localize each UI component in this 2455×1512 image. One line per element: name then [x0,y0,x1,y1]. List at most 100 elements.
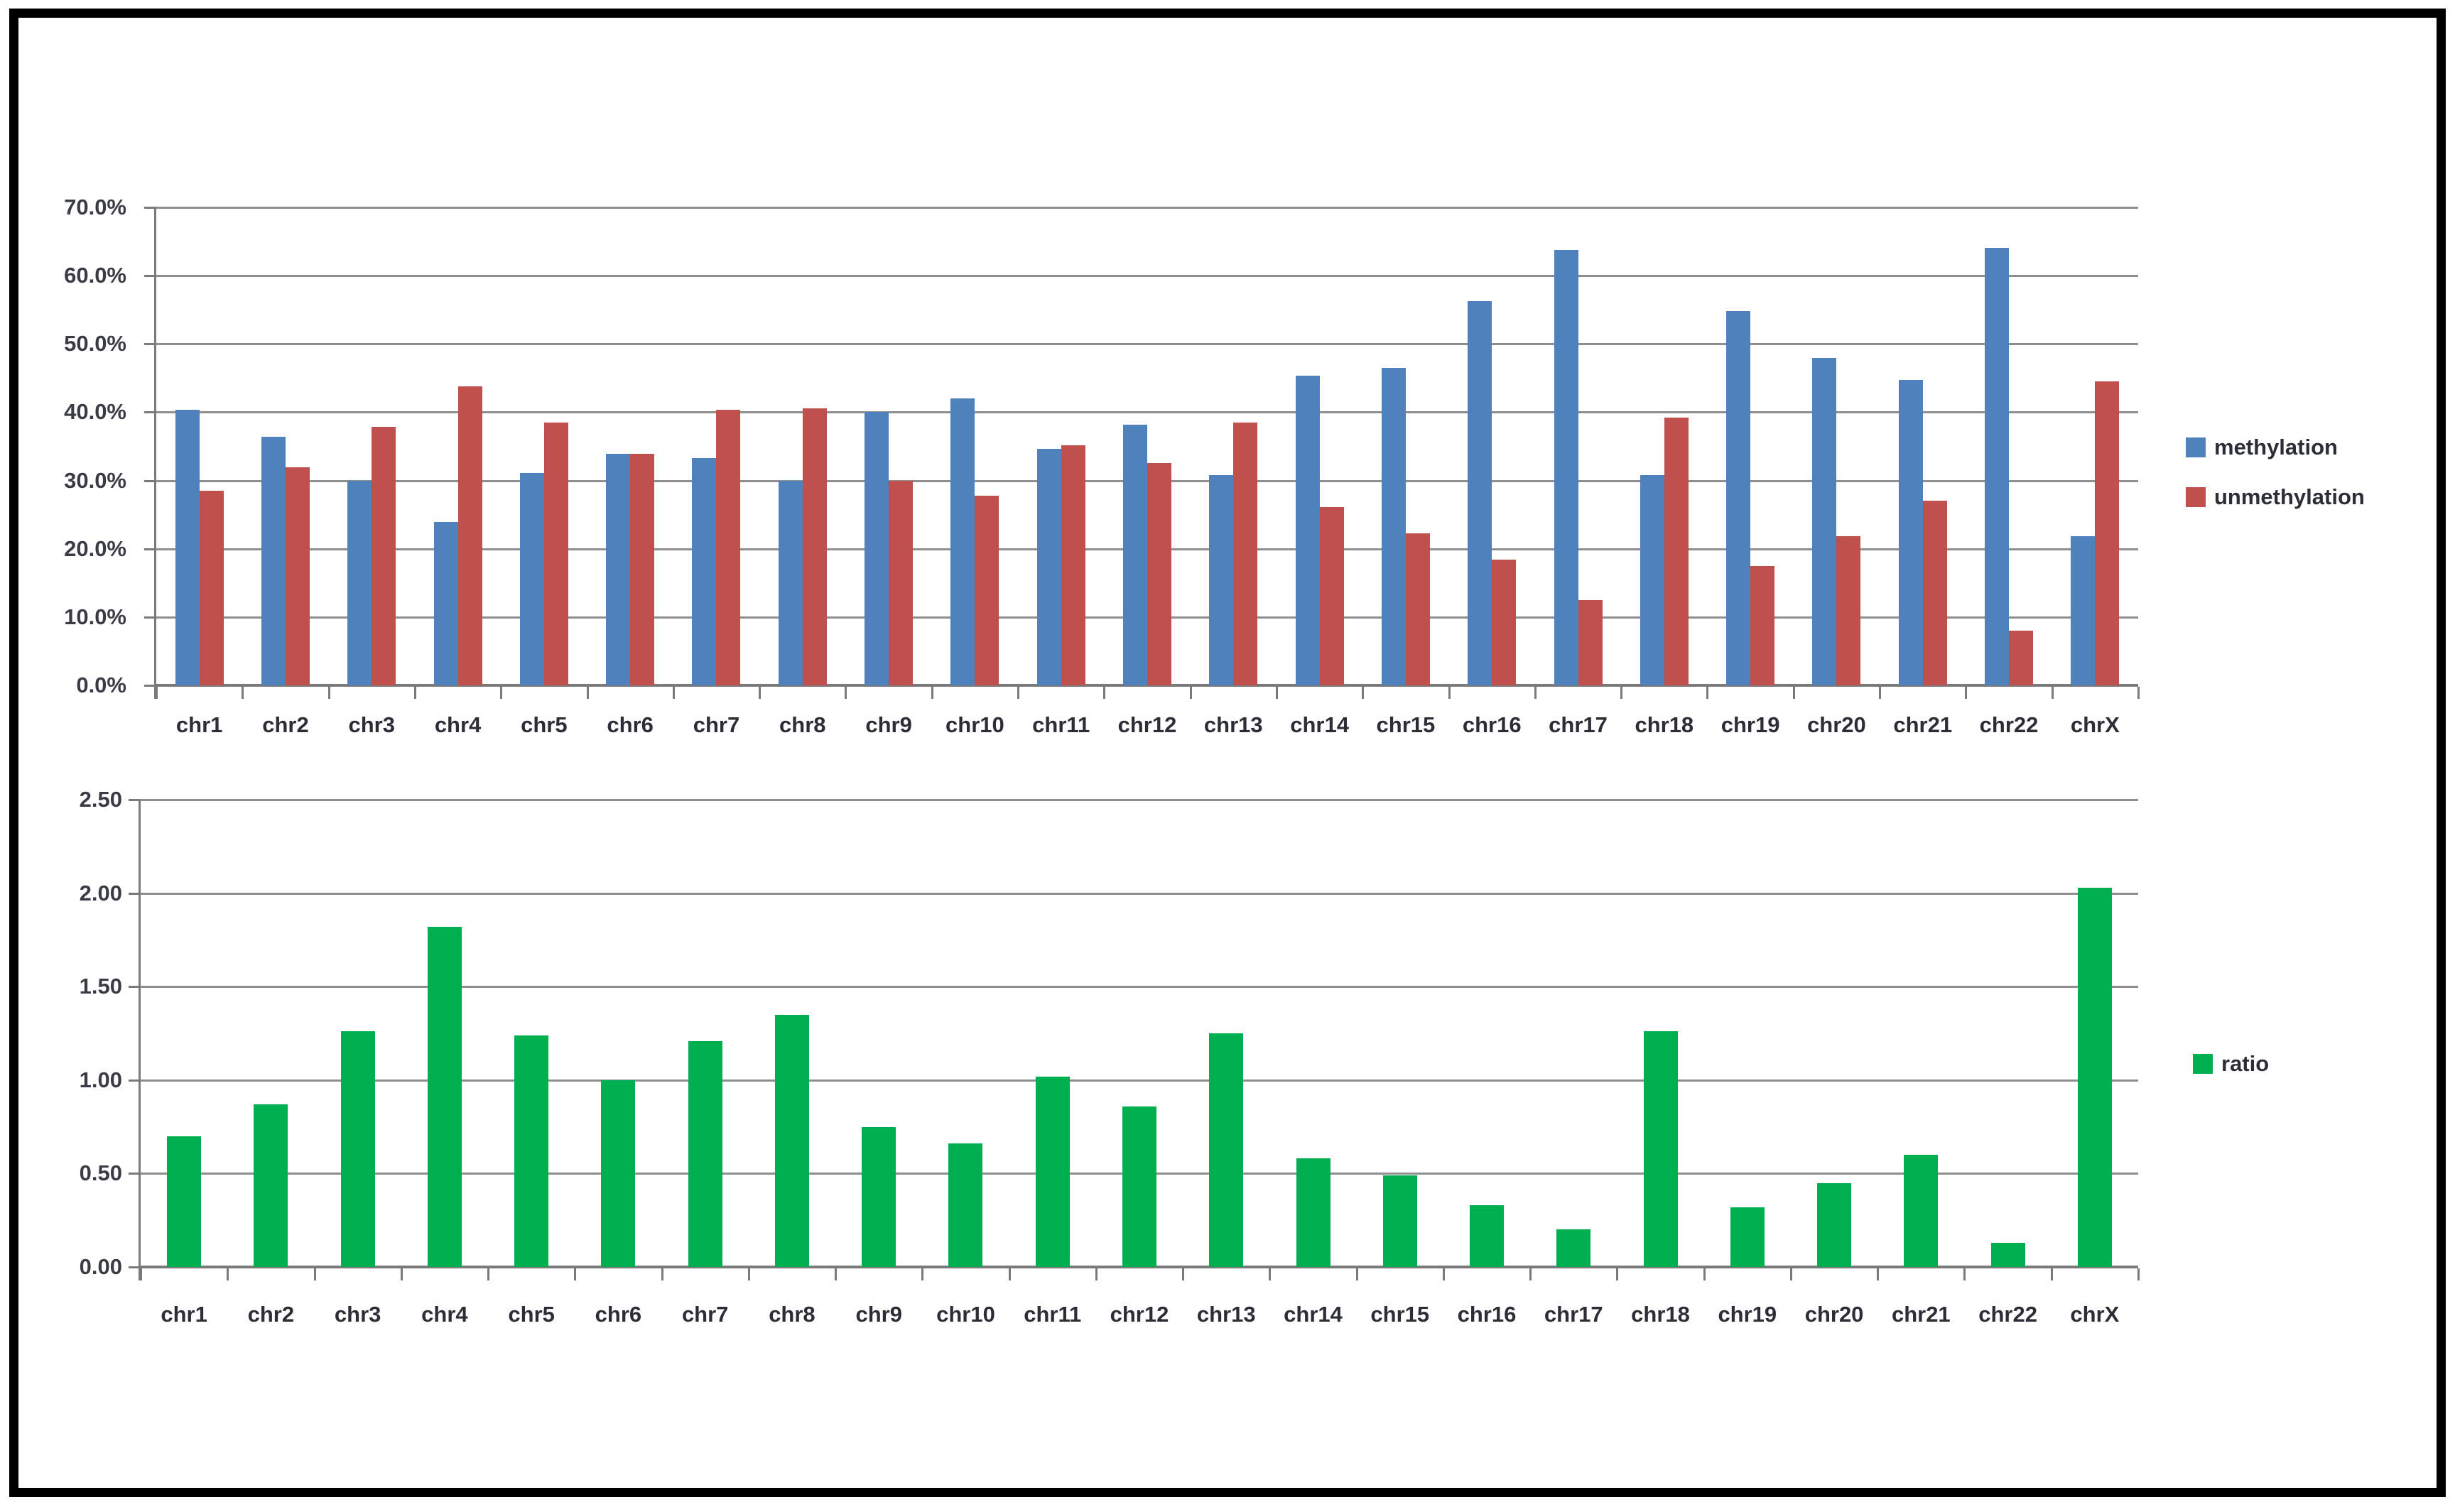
x-axis-tick [845,687,847,699]
y-axis-label: 10.0% [64,604,126,629]
bar-methylation-chrX [2071,536,2096,685]
y-axis-tick [144,616,156,619]
x-axis-label-chr22: chr22 [1978,1302,2037,1327]
x-axis-label-chr18: chr18 [1631,1302,1690,1327]
bar-ratio-chr15 [1382,1175,1417,1267]
y-axis-tick [129,1266,141,1268]
legend-label-unmethylation: unmethylation [2214,484,2365,509]
x-axis-label-chr8: chr8 [769,1302,815,1327]
x-axis-tick [1963,1268,1966,1280]
x-axis-label-chr21: chr21 [1891,1302,1951,1327]
x-axis-label-chr20: chr20 [1807,712,1866,737]
x-axis-tick [2050,1268,2053,1280]
bar-methylation-chr19 [1726,311,1751,685]
x-axis-tick [1620,687,1623,699]
bar-ratio-chr3 [340,1031,375,1267]
y-axis-tick [129,799,141,801]
x-axis-label-chr17: chr17 [1544,1302,1603,1327]
y-axis-tick [144,548,156,550]
x-axis-tick [1792,687,1795,699]
bar-ratio-chr12 [1122,1106,1156,1267]
x-axis-label-chr7: chr7 [693,712,740,737]
bar-ratio-chr7 [688,1040,722,1267]
bar-methylation-chr21 [1898,380,1923,685]
x-axis-label-chr16: chr16 [1462,712,1522,737]
x-axis-label-chr5: chr5 [521,712,568,737]
x-axis-label-chr2: chr2 [247,1302,295,1327]
bar-ratio-chr13 [1209,1033,1244,1267]
x-axis-tick [1362,687,1365,699]
bar-methylation-chr6 [606,454,631,685]
x-axis-tick [1789,1268,1792,1280]
bar-ratio-chr4 [427,926,462,1267]
bar-unmethylation-chr8 [802,408,827,685]
x-axis-tick [1706,687,1709,699]
y-axis-label: 1.50 [79,974,122,999]
x-axis-tick [1448,687,1451,699]
bar-ratio-chr8 [774,1014,809,1267]
x-axis-tick [672,687,675,699]
y-axis-tick [129,1079,141,1082]
y-axis-label: 2.50 [79,787,122,812]
x-axis-label-chr8: chr8 [779,712,826,737]
x-axis-label-chr1: chr1 [175,712,223,737]
x-axis-tick [574,1268,577,1280]
x-axis-label-chr13: chr13 [1203,712,1263,737]
x-axis-tick [835,1268,838,1280]
bar-methylation-chr11 [1036,449,1061,685]
bar-ratio-chr18 [1643,1031,1678,1267]
x-axis-tick [1182,1268,1185,1280]
legend-label-ratio: ratio [2221,1051,2270,1076]
x-axis-label-chr6: chr6 [607,712,654,737]
bar-ratio-chr21 [1904,1155,1939,1267]
bar-unmethylation-chr4 [457,386,482,685]
x-axis-tick [1275,687,1278,699]
x-axis-tick [1965,687,1968,699]
x-axis-tick [586,687,589,699]
bar-ratio-chr19 [1730,1207,1765,1267]
bar-unmethylation-chr17 [1578,599,1603,685]
bar-ratio-chr9 [862,1126,896,1267]
x-axis-tick [487,1268,490,1280]
y-axis-line [154,207,156,699]
gridline [141,1079,2138,1082]
bar-unmethylation-chr2 [285,467,310,685]
bar-methylation-chr5 [519,472,544,685]
x-axis-tick [2137,1268,2140,1280]
unmethylation-swatch-icon [2186,487,2206,507]
bar-methylation-chr1 [175,409,200,685]
x-axis-label-chr9: chr9 [855,1302,902,1327]
x-axis-tick [1879,687,1882,699]
x-axis-label-chr16: chr16 [1457,1302,1517,1327]
bar-unmethylation-chr21 [1922,501,1947,685]
bar-methylation-chr14 [1295,376,1320,685]
bar-methylation-chr12 [1123,424,1147,685]
bar-unmethylation-chr22 [2009,631,2034,685]
x-axis-tick [1103,687,1106,699]
x-axis-label-chr19: chr19 [1718,1302,1777,1327]
y-axis-tick [129,986,141,989]
x-axis-label-chr22: chr22 [1979,712,2039,737]
x-axis-label-chr2: chr2 [262,712,309,737]
bar-ratio-chr14 [1296,1158,1331,1267]
x-axis-tick [1616,1268,1619,1280]
bar-ratio-chr16 [1470,1205,1505,1267]
y-axis-label: 0.0% [76,673,126,697]
gridline [156,411,2138,414]
bar-methylation-chr17 [1554,249,1578,685]
bar-unmethylation-chr10 [975,495,999,685]
y-axis-tick [144,207,156,209]
x-axis-tick [747,1268,750,1280]
x-axis-label-chr5: chr5 [508,1302,555,1327]
x-axis-tick [2051,687,2054,699]
x-axis-tick [1529,1268,1532,1280]
x-axis-tick [327,687,330,699]
x-axis-label-chr17: chr17 [1549,712,1608,737]
x-axis-tick [1095,1268,1098,1280]
y-axis-tick [144,479,156,482]
x-axis-label-chr14: chr14 [1284,1302,1343,1327]
y-axis-tick [129,892,141,895]
y-axis-label: 30.0% [64,467,126,493]
x-axis-tick [661,1268,663,1280]
